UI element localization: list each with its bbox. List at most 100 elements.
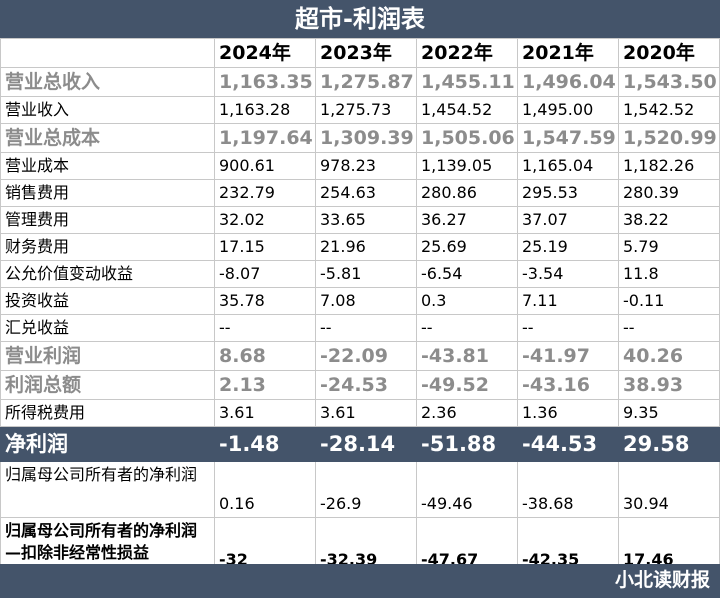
value-cell: -41.97	[517, 341, 619, 371]
value-cell: 25.19	[517, 233, 619, 261]
value-cell: -49.46	[416, 461, 518, 518]
value-cell: -3.54	[517, 260, 619, 288]
value-cell: 1,542.52	[618, 96, 720, 124]
value-cell: 0.16	[214, 461, 316, 518]
income-table: 2024年 2023年 2022年 2021年 2020年 营业总收入 1,163…	[0, 38, 720, 574]
value-cell: 1,275.73	[315, 96, 417, 124]
watermark: 小北读财报	[614, 569, 710, 591]
value-cell: 1,455.11	[416, 67, 518, 97]
table-row: 利润总额 2.13 -24.53 -49.52 -43.16 38.93	[0, 370, 720, 400]
header-year-2023: 2023年	[315, 38, 417, 68]
value-cell: 1,505.06	[416, 123, 518, 153]
value-cell: 978.23	[315, 152, 417, 180]
value-cell: 3.61	[315, 399, 417, 427]
header-year-2020: 2020年	[618, 38, 720, 68]
value-cell: 0.3	[416, 287, 518, 315]
header-year-2024: 2024年	[214, 38, 316, 68]
value-cell: -26.9	[315, 461, 417, 518]
table-row: 投资收益 35.78 7.08 0.3 7.11 -0.11	[0, 287, 720, 315]
value-cell: -24.53	[315, 370, 417, 400]
value-cell: -28.14	[315, 426, 417, 462]
footer-bar	[0, 564, 720, 598]
value-cell: 1,495.00	[517, 96, 619, 124]
header-label-cell	[0, 38, 215, 68]
value-cell: -51.88	[416, 426, 518, 462]
table-row: 营业总成本 1,197.64 1,309.39 1,505.06 1,547.59 1,5…	[0, 123, 720, 153]
value-cell: -22.09	[315, 341, 417, 371]
table-title: 超市-利润表	[0, 0, 720, 38]
row-label: 财务费用	[0, 233, 215, 261]
value-cell: 5.79	[618, 233, 720, 261]
value-cell: 295.53	[517, 179, 619, 207]
row-label: 净利润	[0, 426, 215, 462]
value-cell: 9.35	[618, 399, 720, 427]
table-row: 营业总收入 1,163.35 1,275.87 1,455.11 1,496.04 1,5…	[0, 67, 720, 97]
value-cell: 21.96	[315, 233, 417, 261]
value-cell: -43.16	[517, 370, 619, 400]
value-cell: 3.61	[214, 399, 316, 427]
table-row: 归属母公司所有者的净利润 0.16 -26.9 -49.46 -38.68 30.94	[0, 461, 720, 518]
table-row: 管理费用 32.02 33.65 36.27 37.07 38.22	[0, 206, 720, 234]
value-cell: 35.78	[214, 287, 316, 315]
table-row: 所得税费用 3.61 3.61 2.36 1.36 9.35	[0, 399, 720, 427]
value-cell: -38.68	[517, 461, 619, 518]
value-cell: 1,454.52	[416, 96, 518, 124]
value-cell: -1.48	[214, 426, 316, 462]
table-row: 公允价值变动收益 -8.07 -5.81 -6.54 -3.54 11.8	[0, 260, 720, 288]
table-row: 汇兑收益 -- -- -- -- --	[0, 314, 720, 342]
value-cell: 2.36	[416, 399, 518, 427]
value-cell: 1,520.99	[618, 123, 720, 153]
value-cell: 900.61	[214, 152, 316, 180]
value-cell: 1,496.04	[517, 67, 619, 97]
row-label: 营业收入	[0, 96, 215, 124]
value-cell: 280.86	[416, 179, 518, 207]
value-cell: 1,139.05	[416, 152, 518, 180]
row-label: 营业成本	[0, 152, 215, 180]
value-cell: -43.81	[416, 341, 518, 371]
row-label: 投资收益	[0, 287, 215, 315]
value-cell: --	[517, 314, 619, 342]
table-row: 销售费用 232.79 254.63 280.86 295.53 280.39	[0, 179, 720, 207]
value-cell: 25.69	[416, 233, 518, 261]
table-row: 营业利润 8.68 -22.09 -43.81 -41.97 40.26	[0, 341, 720, 371]
row-label: 公允价值变动收益	[0, 260, 215, 288]
value-cell: 1,165.04	[517, 152, 619, 180]
value-cell: 29.58	[618, 426, 720, 462]
value-cell: 36.27	[416, 206, 518, 234]
value-cell: -6.54	[416, 260, 518, 288]
row-label: 销售费用	[0, 179, 215, 207]
value-cell: 11.8	[618, 260, 720, 288]
value-cell: 40.26	[618, 341, 720, 371]
value-cell: 38.22	[618, 206, 720, 234]
row-label: 管理费用	[0, 206, 215, 234]
table-row: 净利润 -1.48 -28.14 -51.88 -44.53 29.58	[0, 426, 720, 462]
value-cell: 7.08	[315, 287, 417, 315]
value-cell: 1,275.87	[315, 67, 417, 97]
value-cell: 7.11	[517, 287, 619, 315]
value-cell: --	[214, 314, 316, 342]
header-year-2021: 2021年	[517, 38, 619, 68]
value-cell: 32.02	[214, 206, 316, 234]
value-cell: 8.68	[214, 341, 316, 371]
value-cell: 38.93	[618, 370, 720, 400]
header-year-2022: 2022年	[416, 38, 518, 68]
value-cell: -8.07	[214, 260, 316, 288]
value-cell: 2.13	[214, 370, 316, 400]
value-cell: 33.65	[315, 206, 417, 234]
value-cell: 1,197.64	[214, 123, 316, 153]
row-label: 汇兑收益	[0, 314, 215, 342]
row-label: 所得税费用	[0, 399, 215, 427]
value-cell: 232.79	[214, 179, 316, 207]
row-label: 利润总额	[0, 370, 215, 400]
value-cell: -0.11	[618, 287, 720, 315]
value-cell: 37.07	[517, 206, 619, 234]
value-cell: --	[315, 314, 417, 342]
row-label: 营业总成本	[0, 123, 215, 153]
value-cell: --	[618, 314, 720, 342]
value-cell: -5.81	[315, 260, 417, 288]
value-cell: -49.52	[416, 370, 518, 400]
row-label: 营业总收入	[0, 67, 215, 97]
value-cell: --	[416, 314, 518, 342]
value-cell: 1,547.59	[517, 123, 619, 153]
value-cell: 1,163.28	[214, 96, 316, 124]
